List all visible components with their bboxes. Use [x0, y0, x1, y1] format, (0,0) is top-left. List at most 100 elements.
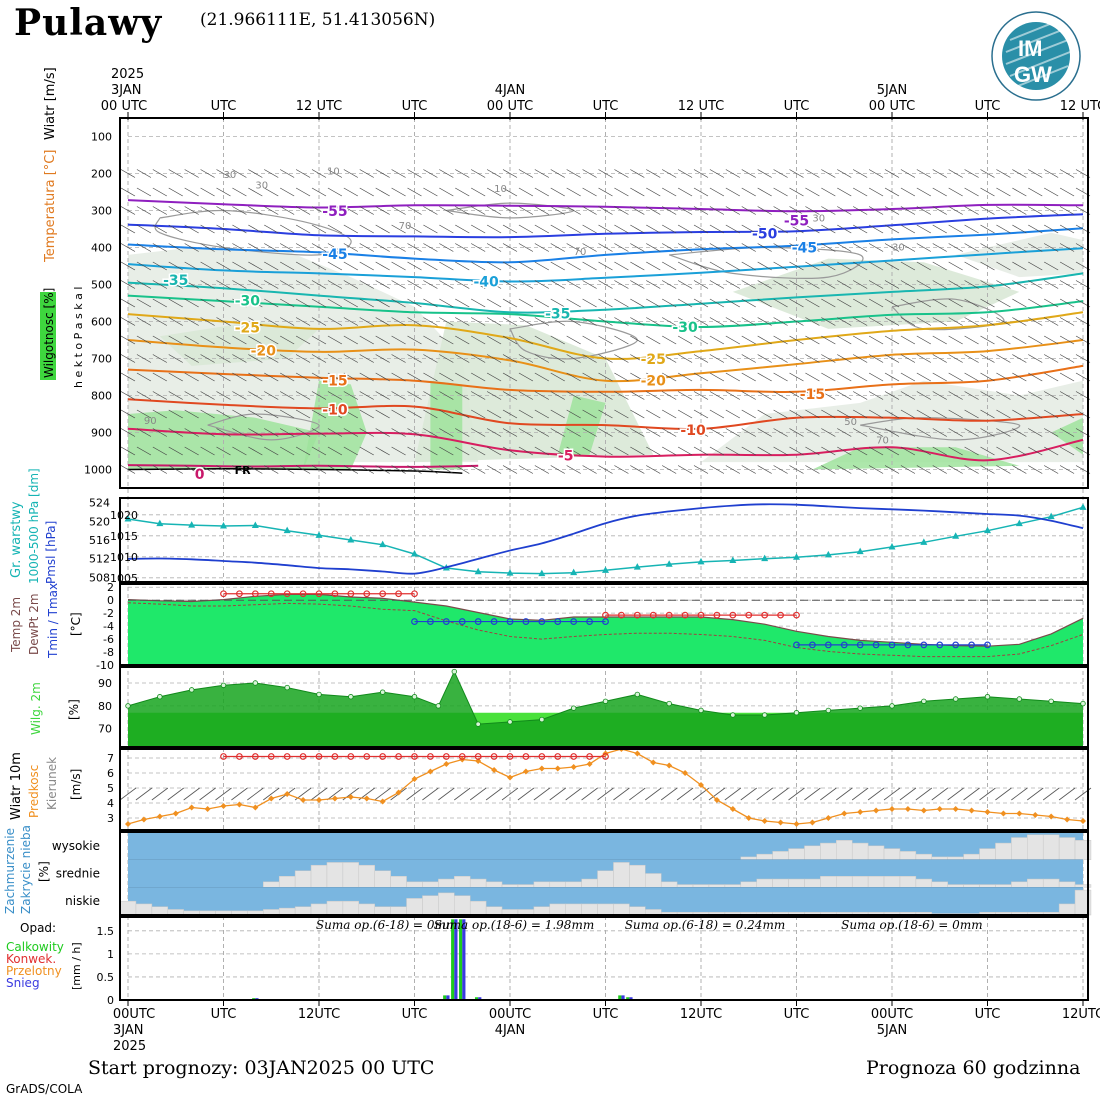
humidity-green-patch	[430, 380, 463, 470]
wind-speed-marker	[1080, 818, 1086, 824]
wind-barb	[948, 391, 963, 400]
wind-barb	[216, 243, 231, 252]
wind-barb	[168, 261, 183, 271]
wind-barb	[805, 391, 820, 400]
wind-barb	[630, 354, 645, 363]
wind-barb	[295, 391, 311, 400]
cloud-cover-bar	[151, 906, 169, 916]
wind-barb	[391, 428, 406, 437]
wind-barb	[120, 317, 136, 326]
wind-barb	[1012, 409, 1027, 419]
wind-barb	[932, 428, 947, 437]
wind-barb	[232, 409, 247, 419]
wind-speed-marker	[904, 806, 911, 812]
wind-speed-marker	[268, 795, 275, 802]
wind-barb	[837, 169, 852, 178]
wind-barb	[964, 372, 979, 382]
wind-barb	[661, 187, 677, 197]
wind-barb	[232, 335, 247, 345]
temp2m-label: Temp 2m	[9, 597, 23, 653]
wind-barb	[184, 391, 199, 400]
wind-barb	[232, 428, 247, 437]
wind-barb	[566, 372, 581, 382]
freezing-level-label: FR	[235, 464, 252, 477]
wind-barb	[152, 280, 168, 289]
wind-barb	[677, 428, 693, 437]
wind-barb	[725, 391, 741, 400]
wind-barb	[661, 280, 677, 289]
cloud-cover-bar	[485, 906, 503, 916]
wind-barb	[900, 446, 916, 456]
wind-barb	[741, 187, 756, 197]
wind-barb	[805, 169, 820, 178]
wind-barb	[837, 243, 852, 252]
cloud-level-label: srednie	[56, 867, 100, 881]
wind-barb	[1059, 206, 1075, 215]
isotherm-value-label: -35	[545, 306, 570, 322]
isotherm-value-label: -10	[680, 423, 706, 439]
wind-barb	[980, 206, 995, 215]
wind-barb	[661, 317, 677, 326]
tminmax-marker	[602, 611, 609, 619]
humidity-contour-label: 10	[327, 167, 340, 178]
wind-barb	[136, 391, 152, 400]
wind-barb	[550, 335, 565, 345]
wind-barb	[852, 428, 868, 437]
wind-barb	[964, 317, 979, 326]
wind-barb	[757, 206, 772, 215]
wind-barb	[598, 428, 613, 437]
wind-barb	[470, 187, 486, 197]
cloud-cover-bar	[629, 906, 646, 916]
wind-barb	[996, 354, 1011, 363]
wind-direction-barb	[501, 787, 519, 801]
wind-barb	[1028, 428, 1043, 437]
humidity-marker	[1016, 696, 1023, 702]
wind-barb	[677, 446, 693, 456]
wind-barb	[725, 206, 741, 215]
wind-barb	[693, 317, 709, 326]
wind-barb	[136, 206, 152, 215]
wind-barb	[566, 446, 581, 456]
wind-barb	[279, 206, 295, 215]
wind-barb	[1028, 206, 1043, 215]
cloud-cover-bar	[119, 900, 137, 916]
wind-barb	[916, 409, 932, 419]
wind-barb	[200, 243, 215, 252]
wind-barb	[439, 335, 454, 345]
thickness-marker	[665, 560, 673, 567]
wind-barb	[852, 372, 868, 382]
tminmax-marker	[649, 611, 657, 619]
wind-barb	[932, 409, 947, 419]
wind-barb	[598, 335, 613, 345]
wind-barb	[168, 372, 183, 382]
wind-barb	[184, 335, 199, 345]
tminmax-marker	[490, 618, 498, 625]
wind-barb	[311, 465, 327, 474]
tminmax-marker	[697, 611, 705, 619]
wind-barb	[120, 187, 136, 197]
isotherm-line	[127, 247, 1084, 283]
wind-barb	[152, 169, 168, 178]
wind-barb	[455, 243, 470, 252]
cloud-cover-bar	[629, 864, 646, 888]
tminmax-label: Tmin / Tmax	[46, 583, 60, 659]
top-time-label: UTC	[975, 99, 1001, 114]
cloud-cover-bar	[756, 878, 773, 888]
wind-barb	[789, 169, 804, 178]
temp-unit-label: [°C]	[69, 612, 83, 636]
wind-barb	[661, 409, 677, 419]
wind-barb	[136, 298, 152, 308]
wind-direction-barb	[438, 787, 455, 801]
wind-barb	[614, 409, 629, 419]
cloud-cover-bar	[310, 864, 328, 888]
wind-barb	[614, 354, 629, 363]
wind-barb	[868, 187, 884, 197]
precip-snow-bar	[454, 919, 458, 1000]
wind-barb	[741, 428, 756, 437]
thickness-marker	[697, 557, 705, 565]
pmsl-tick-label: 1010	[110, 551, 138, 564]
wind-barb	[630, 391, 645, 400]
tminmax-marker	[936, 641, 944, 649]
wind-barb	[120, 409, 136, 419]
bottom-time-label: UTC	[975, 1007, 1001, 1022]
